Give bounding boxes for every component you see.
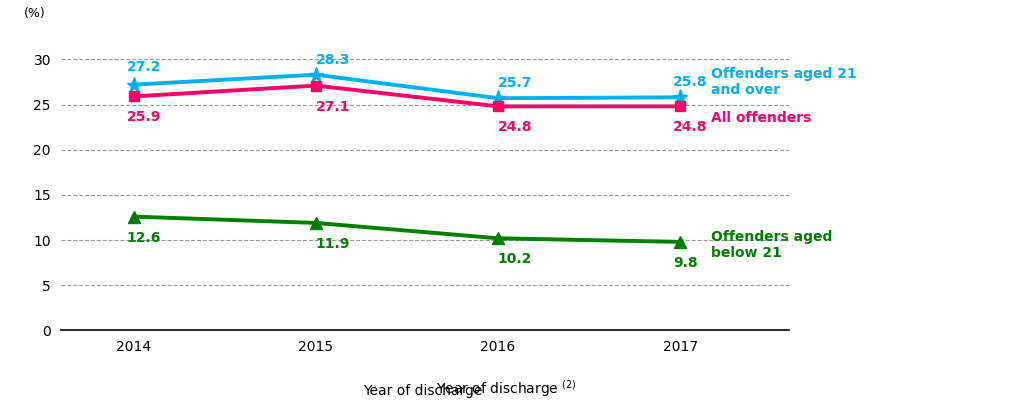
Text: 27.2: 27.2 bbox=[126, 60, 161, 74]
Text: 11.9: 11.9 bbox=[315, 237, 350, 251]
Text: 24.8: 24.8 bbox=[497, 120, 532, 134]
Text: Year of discharge $^{(2)}$: Year of discharge $^{(2)}$ bbox=[435, 378, 576, 399]
Text: Offenders aged 21
and over: Offenders aged 21 and over bbox=[710, 67, 855, 97]
Text: (%): (%) bbox=[24, 7, 45, 20]
Text: Offenders aged
below 21: Offenders aged below 21 bbox=[710, 230, 831, 260]
Text: 27.1: 27.1 bbox=[315, 100, 350, 114]
Text: 25.8: 25.8 bbox=[672, 75, 707, 89]
Text: All offenders: All offenders bbox=[710, 111, 810, 125]
Text: 28.3: 28.3 bbox=[315, 53, 350, 66]
Text: 25.9: 25.9 bbox=[126, 110, 161, 125]
Text: 12.6: 12.6 bbox=[126, 231, 161, 245]
Text: 9.8: 9.8 bbox=[672, 256, 697, 270]
Text: Year of discharge: Year of discharge bbox=[363, 384, 486, 398]
Text: 24.8: 24.8 bbox=[672, 120, 707, 134]
Text: 10.2: 10.2 bbox=[497, 252, 532, 266]
Text: 25.7: 25.7 bbox=[497, 76, 532, 90]
